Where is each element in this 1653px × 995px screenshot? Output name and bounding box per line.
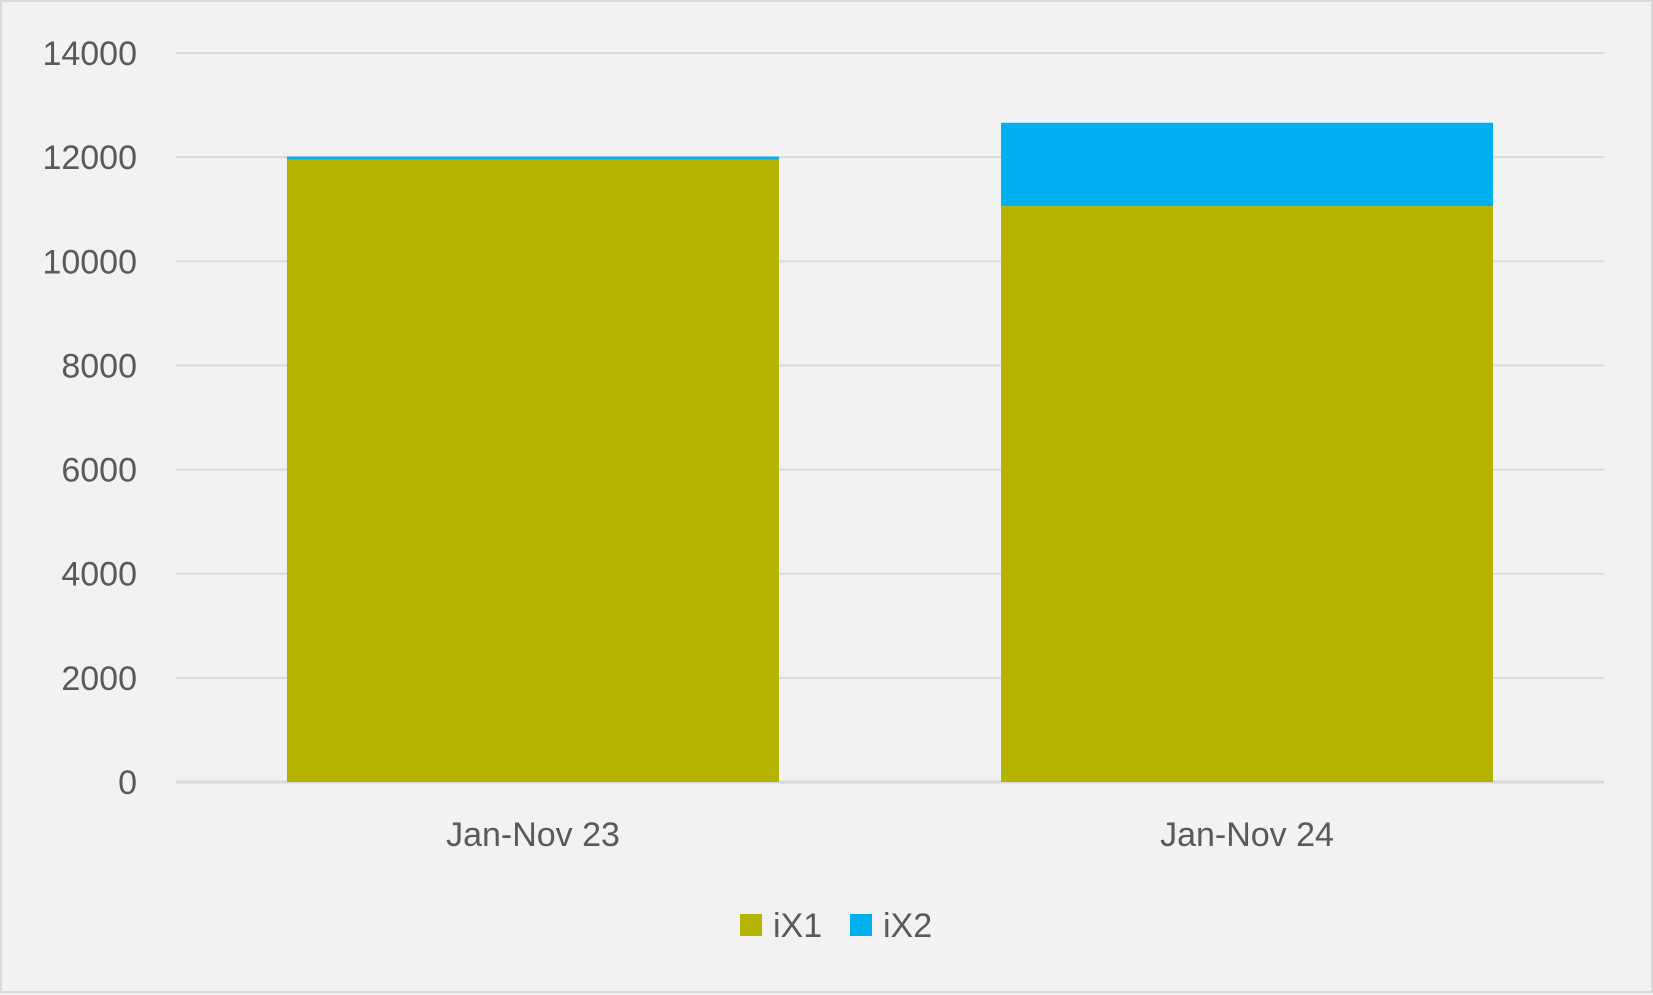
legend-swatch-ix1	[740, 914, 762, 936]
y-tick-label: 14000	[42, 35, 137, 73]
x-tick-label: Jan-Nov 24	[1160, 816, 1334, 854]
y-tick-label: 6000	[61, 452, 137, 490]
x-tick-label: Jan-Nov 23	[446, 816, 620, 854]
y-axis-ticks: 0 2000 4000 6000 8000 10000 12000 14000	[42, 35, 137, 802]
y-tick-label: 8000	[61, 347, 137, 385]
legend-swatch-ix2	[850, 914, 872, 936]
bar-segment-ix2-0	[287, 156, 779, 160]
y-tick-label: 10000	[42, 243, 137, 281]
x-axis-ticks: Jan-Nov 23 Jan-Nov 24	[446, 816, 1334, 854]
bar-segment-ix2-1	[1001, 122, 1493, 207]
y-tick-label: 0	[118, 764, 137, 802]
y-tick-label: 12000	[42, 139, 137, 177]
bars	[287, 122, 1493, 783]
bar-segment-ix1-1	[1001, 206, 1493, 783]
y-tick-label: 4000	[61, 556, 137, 594]
bar-segment-ix1-0	[287, 159, 779, 782]
y-tick-label: 2000	[61, 660, 137, 698]
legend-label-ix1: iX1	[773, 907, 822, 945]
legend: iX1 iX2	[740, 907, 932, 945]
legend-label-ix2: iX2	[883, 907, 932, 945]
